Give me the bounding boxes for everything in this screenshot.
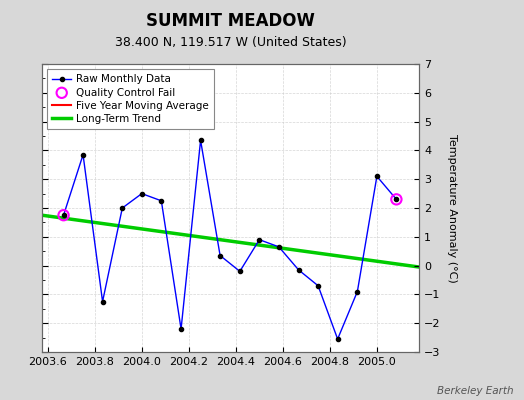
- Text: SUMMIT MEADOW: SUMMIT MEADOW: [146, 12, 315, 30]
- Raw Monthly Data: [354, 289, 361, 294]
- Y-axis label: Temperature Anomaly (°C): Temperature Anomaly (°C): [447, 134, 457, 282]
- Quality Control Fail: [392, 196, 400, 202]
- Raw Monthly Data: [100, 299, 106, 304]
- Raw Monthly Data: [139, 191, 145, 196]
- Raw Monthly Data: [315, 283, 321, 288]
- Raw Monthly Data: [296, 268, 302, 272]
- Text: Berkeley Earth: Berkeley Earth: [437, 386, 514, 396]
- Raw Monthly Data: [276, 244, 282, 249]
- Raw Monthly Data: [158, 198, 165, 203]
- Raw Monthly Data: [217, 253, 223, 258]
- Raw Monthly Data: [178, 326, 184, 331]
- Raw Monthly Data: [60, 213, 67, 218]
- Raw Monthly Data: [119, 206, 125, 210]
- Raw Monthly Data: [237, 269, 243, 274]
- Raw Monthly Data: [393, 197, 399, 202]
- Raw Monthly Data: [374, 174, 380, 179]
- Raw Monthly Data: [80, 152, 86, 157]
- Raw Monthly Data: [256, 237, 263, 242]
- Quality Control Fail: [59, 212, 68, 218]
- Raw Monthly Data: [198, 138, 204, 143]
- Text: 38.400 N, 119.517 W (United States): 38.400 N, 119.517 W (United States): [115, 36, 346, 49]
- Line: Raw Monthly Data: Raw Monthly Data: [61, 138, 398, 341]
- Raw Monthly Data: [334, 337, 341, 342]
- Legend: Raw Monthly Data, Quality Control Fail, Five Year Moving Average, Long-Term Tren: Raw Monthly Data, Quality Control Fail, …: [47, 69, 214, 129]
